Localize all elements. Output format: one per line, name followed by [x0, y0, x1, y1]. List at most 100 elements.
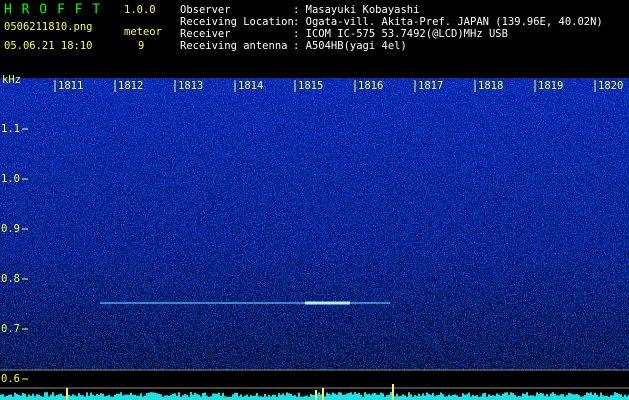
level-bar: [618, 393, 620, 400]
level-bar: [326, 392, 328, 400]
level-bar: [226, 396, 228, 400]
level-bar: [324, 396, 326, 400]
level-bar: [448, 394, 450, 400]
level-bar: [146, 393, 148, 400]
level-bar: [454, 394, 456, 400]
level-bar: [390, 392, 392, 400]
level-bar: [590, 392, 592, 400]
level-bar: [172, 393, 174, 400]
level-bar: [150, 392, 152, 400]
level-bar: [8, 394, 10, 400]
level-bar: [238, 396, 240, 400]
level-bar: [52, 392, 54, 400]
level-bar: [610, 395, 612, 400]
level-bar: [210, 396, 212, 400]
level-bar: [254, 395, 256, 400]
level-bar: [442, 394, 444, 400]
level-bar: [54, 396, 56, 400]
level-bar: [356, 393, 358, 400]
level-bar: [304, 396, 306, 400]
level-bar: [616, 392, 618, 400]
level-bar: [162, 396, 164, 400]
level-bar: [36, 394, 38, 400]
level-bar: [474, 395, 476, 400]
level-bar: [252, 395, 254, 400]
level-bar: [362, 396, 364, 400]
level-bar: [526, 392, 528, 400]
level-bar: [472, 394, 474, 400]
level-bar: [302, 396, 304, 400]
level-bar: [250, 395, 252, 400]
level-bar: [228, 396, 230, 400]
level-bar: [470, 396, 472, 400]
level-bar: [188, 396, 190, 400]
level-bar: [554, 393, 556, 400]
level-bar: [216, 393, 218, 400]
level-bar: [256, 393, 258, 400]
level-bar: [166, 395, 168, 400]
level-bar: [464, 394, 466, 400]
level-bar: [380, 392, 382, 400]
level-bar: [580, 396, 582, 400]
level-bar: [592, 394, 594, 400]
level-bar: [540, 393, 542, 400]
level-bar: [134, 394, 136, 400]
level-bar: [202, 393, 204, 400]
level-bar: [406, 396, 408, 400]
level-bar: [292, 395, 294, 400]
level-bar: [572, 394, 574, 400]
level-bar: [268, 394, 270, 400]
counter-value: 9: [138, 40, 144, 52]
level-bar: [58, 394, 60, 400]
level-bar: [22, 393, 24, 400]
level-bar: [262, 396, 264, 400]
level-bar: [562, 394, 564, 400]
level-bar: [458, 396, 460, 400]
level-bar: [574, 394, 576, 400]
level-bar: [550, 393, 552, 400]
level-bar: [394, 396, 396, 400]
level-bar: [80, 395, 82, 400]
level-bar: [570, 393, 572, 400]
level-bar: [560, 394, 562, 400]
level-bar: [14, 392, 16, 400]
level-bar: [212, 393, 214, 400]
level-bar: [186, 394, 188, 400]
level-bar: [260, 396, 262, 400]
level-bar: [242, 396, 244, 400]
level-bar: [16, 394, 18, 400]
level-bar: [138, 395, 140, 400]
level-bar: [384, 396, 386, 400]
level-bar: [112, 396, 114, 400]
info-label: Observer: [180, 4, 231, 16]
level-bar: [346, 393, 348, 400]
level-bar: [90, 392, 92, 400]
level-bar: [478, 396, 480, 400]
level-bar: [410, 394, 412, 400]
level-bar: [232, 394, 234, 400]
level-bar: [482, 393, 484, 400]
level-bar: [286, 392, 288, 400]
level-bar: [432, 392, 434, 400]
level-bar: [156, 393, 158, 400]
level-bar: [74, 395, 76, 400]
level-bar: [290, 393, 292, 400]
level-bar: [542, 393, 544, 400]
level-bar: [264, 393, 266, 400]
level-bar: [78, 393, 80, 400]
level-bar: [170, 395, 172, 400]
level-peak: [392, 384, 394, 400]
level-bar: [152, 392, 154, 400]
spectrogram-noise: [0, 78, 629, 370]
freq-label: 1.0: [1, 173, 20, 185]
level-bar: [626, 396, 628, 400]
level-bar: [334, 393, 336, 400]
level-bar: [6, 395, 8, 400]
level-bar: [468, 392, 470, 400]
level-bar: [132, 394, 134, 400]
time-label: 1818: [478, 80, 503, 92]
level-bar: [556, 395, 558, 400]
level-bar: [544, 395, 546, 400]
level-bar: [534, 396, 536, 400]
level-bar: [18, 394, 20, 400]
